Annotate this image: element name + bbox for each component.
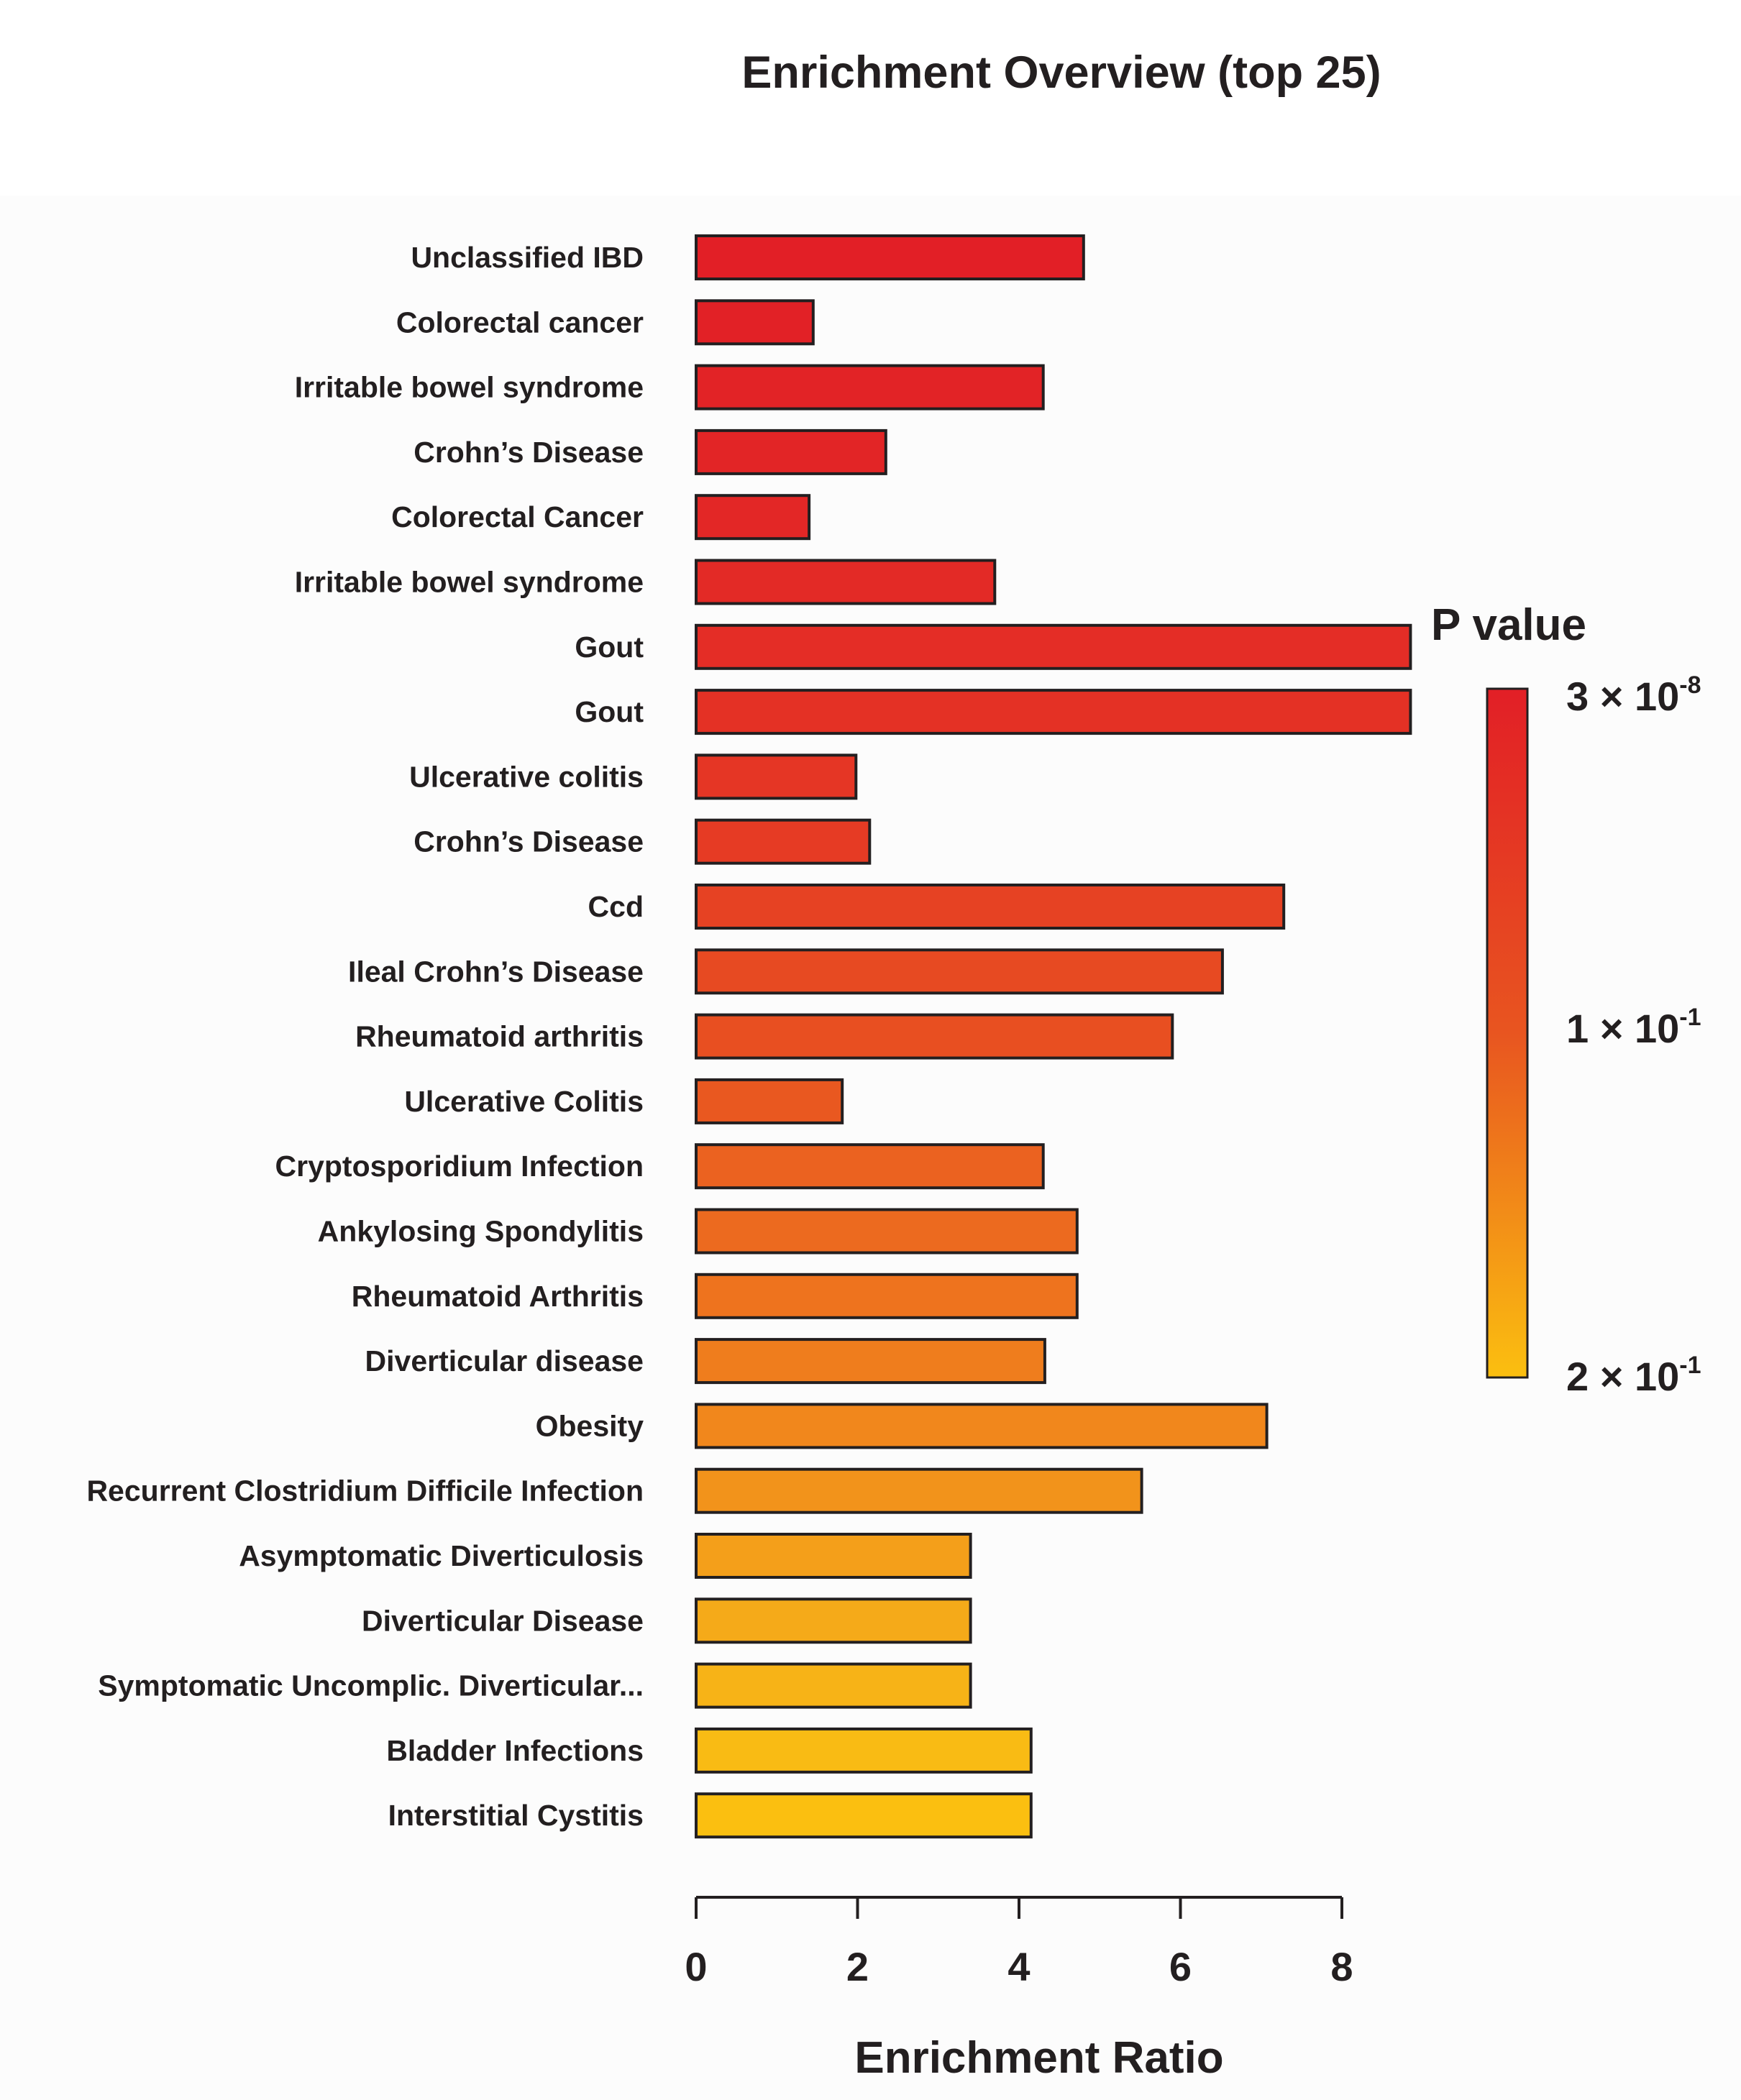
bar xyxy=(695,1597,972,1644)
category-labels: Unclassified IBD Colorectal cancer Irritab… xyxy=(86,241,644,1832)
bar xyxy=(695,234,1085,280)
bar xyxy=(695,1143,1045,1190)
category-label: Unclassified IBD xyxy=(411,241,644,274)
legend-labels: 3 × 10-8 1 × 10-1 2 × 10-1 xyxy=(1566,671,1701,1399)
bar xyxy=(695,1662,972,1709)
bar xyxy=(695,623,1412,670)
bar xyxy=(695,1013,1174,1060)
chart-title: Enrichment Overview (top 25) xyxy=(741,47,1381,98)
bar xyxy=(695,299,815,346)
legend-label: 3 × 10-8 xyxy=(1566,671,1701,719)
bar xyxy=(695,1727,1033,1774)
category-label: Irritable bowel syndrome xyxy=(295,371,644,404)
x-tick-label: 6 xyxy=(1169,1944,1192,1989)
category-label: Recurrent Clostridium Difficile Infectio… xyxy=(86,1475,644,1508)
bar xyxy=(695,884,1286,930)
bar xyxy=(695,753,858,800)
category-label: Diverticular disease xyxy=(365,1344,644,1377)
bar xyxy=(695,1208,1079,1255)
bar xyxy=(695,364,1045,411)
category-label: Rheumatoid arthritis xyxy=(355,1020,644,1053)
category-label: Symptomatic Uncomplic. Diverticular... xyxy=(98,1669,644,1702)
bar xyxy=(695,1078,844,1124)
bar xyxy=(695,1533,972,1579)
bar xyxy=(695,818,872,865)
bar xyxy=(695,1273,1079,1319)
category-label: Rheumatoid Arthritis xyxy=(352,1280,644,1313)
x-axis: 0 2 4 6 8 xyxy=(685,1896,1353,1989)
bar xyxy=(695,494,811,541)
bar xyxy=(695,428,887,475)
category-label: Interstitial Cystitis xyxy=(388,1799,644,1832)
bar xyxy=(695,559,997,605)
p-value-colorbar xyxy=(1486,687,1529,1379)
x-tick-label: 4 xyxy=(1007,1944,1030,1989)
legend-label: 1 × 10-1 xyxy=(1566,1004,1701,1051)
category-label: Colorectal Cancer xyxy=(391,500,644,533)
bars xyxy=(695,234,1412,1839)
category-label: Gout xyxy=(575,695,644,728)
bar xyxy=(695,1338,1046,1385)
bar xyxy=(695,1792,1033,1839)
category-label: Ileal Crohn’s Disease xyxy=(348,955,644,988)
bar xyxy=(695,1467,1143,1514)
category-label: Diverticular Disease xyxy=(362,1604,644,1637)
bar xyxy=(695,1403,1269,1449)
category-label: Ulcerative Colitis xyxy=(404,1085,644,1118)
category-label: Ankylosing Spondylitis xyxy=(318,1215,644,1248)
bar xyxy=(695,948,1224,995)
x-axis-title: Enrichment Ratio xyxy=(854,2033,1223,2083)
x-tick-label: 2 xyxy=(846,1944,869,1989)
category-label: Crohn’s Disease xyxy=(413,436,644,469)
category-label: Ccd xyxy=(588,890,644,923)
category-label: Cryptosporidium Infection xyxy=(275,1150,644,1183)
legend-label: 2 × 10-1 xyxy=(1566,1352,1701,1399)
category-label: Gout xyxy=(575,631,644,664)
category-label: Obesity xyxy=(536,1409,644,1442)
x-tick-label: 8 xyxy=(1330,1944,1353,1989)
category-label: Asymptomatic Diverticulosis xyxy=(239,1539,644,1572)
x-tick-label: 0 xyxy=(685,1944,707,1989)
category-label: Crohn’s Disease xyxy=(413,825,644,858)
legend-title: P value xyxy=(1431,600,1586,650)
category-label: Irritable bowel syndrome xyxy=(295,566,644,599)
category-label: Ulcerative colitis xyxy=(409,760,644,793)
category-label: Colorectal cancer xyxy=(396,306,644,339)
category-label: Bladder Infections xyxy=(386,1734,644,1767)
bar xyxy=(695,689,1412,735)
